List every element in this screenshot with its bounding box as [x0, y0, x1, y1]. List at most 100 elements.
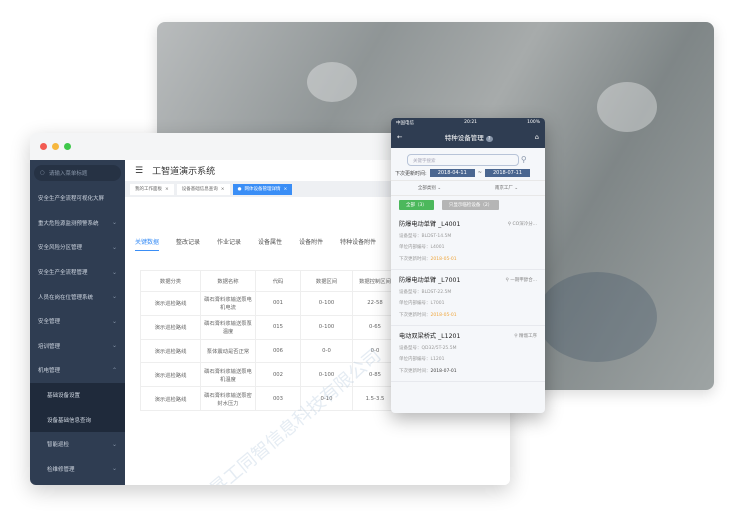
sidebar-item[interactable]: 安全生产全流程可视化大屏	[30, 186, 125, 211]
category-filter[interactable]: 全部类别 ⌄	[417, 186, 442, 191]
table-cell: 0-100	[300, 362, 353, 388]
tab[interactable]: 特种设备附件	[340, 239, 377, 246]
chevron-icon: ⌃	[111, 366, 117, 374]
chevron-icon: ⌄	[111, 342, 117, 350]
table-cell: 泵体震动是否正常	[200, 338, 256, 364]
text: 精馏工序	[519, 334, 537, 339]
table-cell: 015	[255, 314, 301, 340]
text: 下次更新时间：	[399, 312, 431, 318]
text: 重大危险源监测预警系统	[38, 220, 99, 227]
close-dot[interactable]	[40, 143, 47, 150]
device-card[interactable]: 防爆电动单臂 _L4001 ⚲ CO深冷分... 设备型号：BLDST-14.5M 单…	[391, 214, 545, 270]
tab[interactable]: 设备属性	[258, 239, 283, 246]
text: 安全风险分区管理	[38, 245, 83, 252]
sidebar-item[interactable]: 人员在岗在位管理系统 ⌄	[30, 284, 125, 309]
column-header: 代码	[255, 270, 301, 292]
menu-search-input[interactable]: ○ 请输入菜单标题	[34, 165, 121, 181]
sidebar-item[interactable]: 机电管理 ⌃	[30, 358, 125, 383]
tab[interactable]: 作业记录	[217, 239, 242, 246]
text: 安全管理	[38, 319, 61, 326]
menu-icon[interactable]: ☰	[135, 165, 144, 176]
table-row: 演示巡检路线 磷石膏料浆输送泵密封水压力 003 0-10 1.5-3.5	[140, 386, 398, 411]
sidebar-item[interactable]: 检维修管理 ⌄	[30, 457, 125, 482]
text: ~	[477, 170, 482, 176]
page-title: 特种设备管理 ?	[445, 132, 493, 142]
tab[interactable]: 关键数据	[135, 237, 160, 251]
text: 检维修管理	[47, 466, 75, 473]
text: 下次更新时间：	[399, 256, 431, 262]
column-header: 数据区间	[300, 270, 353, 292]
text: 网体设备管理详情	[244, 187, 281, 192]
sidebar-item[interactable]: 培训管理 ⌄	[30, 334, 125, 359]
search-icon[interactable]: ⚲	[520, 155, 527, 164]
text: 设备基础信息查询	[181, 187, 218, 192]
text: 智能巡检	[47, 442, 70, 449]
table-cell: 磷石膏料浆输送泵密封水压力	[200, 386, 256, 411]
table-row: 演示巡检路线 磷石膏料浆输送泵电机电流 001 0-100 22-58	[140, 291, 398, 316]
tag-device-query[interactable]: 设备基础信息查询 ×	[176, 183, 230, 195]
text: 安全生产全流程可视化大屏	[38, 196, 105, 203]
text: 防爆电动单臂 _L7001	[399, 277, 461, 284]
app-title: 工智道演示系统	[152, 167, 216, 177]
keyword-search-input[interactable]: 关键字搜索	[407, 154, 519, 166]
minimize-dot[interactable]	[52, 143, 59, 150]
sidebar-item[interactable]: 安全生产全流程管理 ⌄	[30, 260, 125, 285]
text: 单位内部编号：L4001	[399, 245, 445, 250]
sidebar-item[interactable]: 设备基础信息查询	[30, 407, 125, 432]
detail-tabs: 关键数据 整改记录 作业记录 设备属性 设备附件 特种设备附件	[135, 237, 393, 251]
text: 防爆电动单臂 _L4001	[399, 221, 461, 228]
close-icon: ×	[283, 186, 288, 192]
chevron-icon: ⌄	[111, 440, 117, 448]
sidebar-item[interactable]: 智能巡检 ⌄	[30, 432, 125, 457]
table-row: 演示巡检路线 泵体震动是否正常 006 0-0 0-0	[140, 338, 398, 364]
table-cell: 演示巡检路线	[140, 338, 201, 364]
date-to[interactable]: 2018-07-11	[484, 169, 531, 177]
close-icon: ×	[220, 186, 225, 192]
device-card[interactable]: 防爆电动单臂 _L7001 ⚲ 一期甲醇合... 设备型号：BLDST-22.5M 单…	[391, 270, 545, 326]
chevron-icon: ⌄	[111, 317, 117, 325]
chevron-icon: ⌄	[111, 219, 117, 227]
device-card[interactable]: 电动双梁桥式 _L1201 ⚲ 精馏工序 设备型号：QD32/5T-25.5M 单位内…	[391, 326, 545, 382]
back-icon[interactable]: ←	[397, 132, 403, 141]
home-icon[interactable]: ⌂	[534, 132, 539, 141]
chevron-icon: ⌄	[111, 465, 117, 473]
text: 电动双梁桥式 _L1201	[399, 333, 461, 340]
text: 安全生产全流程管理	[38, 270, 88, 277]
table-cell: 磷石膏料浆输送泵电机温度	[200, 362, 256, 388]
chip-overdue[interactable]: 只显示临检设备（2）	[441, 200, 500, 210]
text: 2018-05-01	[430, 312, 457, 318]
tag-device-detail[interactable]: ● 网体设备管理详情 ×	[232, 183, 293, 195]
tag-workbench[interactable]: 我的工作面板 ×	[130, 183, 174, 195]
text: 单位内部编号：L7001	[399, 301, 445, 306]
tab[interactable]: 设备附件	[299, 239, 324, 246]
chip-all[interactable]: 全部（3）	[399, 200, 434, 210]
table-cell: 演示巡检路线	[140, 291, 201, 316]
table-cell: 演示巡检路线	[140, 386, 201, 411]
location-icon: ⚲	[505, 278, 509, 283]
sidebar-item[interactable]: 重大危险源监测预警系统 ⌄	[30, 211, 125, 236]
text: 2018-07-01	[430, 368, 457, 374]
location-icon: ⚲	[514, 334, 518, 339]
column-header: 数据控制区间	[352, 270, 398, 292]
text: 设备型号：BLDST-14.5M	[399, 233, 452, 239]
date-label: 下次更新时间:	[395, 170, 427, 177]
date-from[interactable]: 2018-04-11	[429, 169, 475, 177]
text: 基础设备设置	[47, 393, 81, 400]
sidebar-item[interactable]: 基础设备设置	[30, 382, 125, 408]
table-cell: 0-100	[300, 314, 353, 340]
table-cell: 006	[255, 338, 301, 364]
key-data-table: 数据分类 数据名称 代码 数据区间 数据控制区间 演示巡检路线 磷石膏料浆输送泵电机电流 00…	[140, 270, 398, 411]
table-cell: 0-100	[300, 291, 353, 316]
text: 南京工厂	[494, 186, 513, 191]
table-cell: 003	[255, 386, 301, 411]
tab[interactable]: 整改记录	[176, 239, 201, 246]
table-cell: 002	[255, 362, 301, 388]
table-cell: 磷石膏料浆输送泵电机电流	[200, 291, 256, 316]
sidebar-item[interactable]: 安全管理 ⌄	[30, 309, 125, 334]
table-cell: 0-0	[300, 338, 353, 364]
factory-filter[interactable]: 南京工厂 ⌄	[494, 186, 519, 191]
text: 中国电信	[396, 120, 414, 126]
sidebar: ○ 请输入菜单标题 安全生产全流程可视化大屏 重大危险源监测预警系统 ⌄ 安全风险分区管…	[30, 160, 125, 485]
maximize-dot[interactable]	[64, 143, 71, 150]
sidebar-item[interactable]: 安全风险分区管理 ⌄	[30, 235, 125, 260]
